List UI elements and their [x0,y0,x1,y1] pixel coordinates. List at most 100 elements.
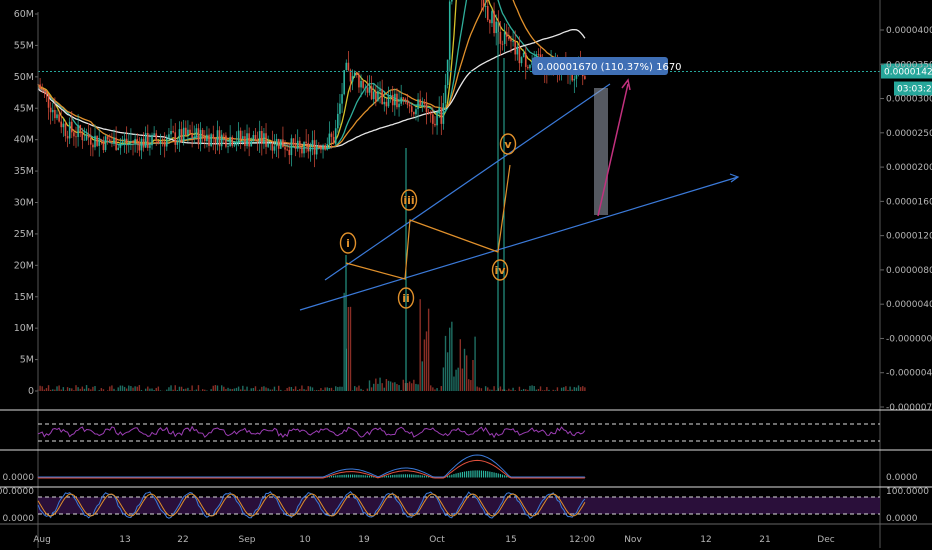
candle-body [239,130,242,139]
volume-bar [512,387,514,391]
candle-body [520,57,523,64]
volume-bar [98,390,100,391]
candle-body [514,41,516,55]
volume-bar [552,389,554,391]
volume-bar [539,386,542,391]
indicator-panels: 0.0000 0.0000 100.0000 0.0000 100.0000 0.0000 [0,409,932,525]
volume-bar [421,361,423,391]
volume-bar [569,386,571,391]
volume-bar [64,390,67,391]
candle-body [161,140,164,142]
candle-body [432,114,434,124]
volume-bar [470,380,472,391]
candle-body [146,133,149,148]
volume-bar [254,386,257,391]
candle-body [87,134,90,138]
wave-label: iv [495,264,507,277]
volume-bar [305,389,307,391]
candle-body [92,144,94,148]
candle-body [159,140,162,144]
volume-bar [87,388,90,391]
volume-bar [444,335,447,391]
candle-body [501,43,504,45]
panel2-hist [499,474,502,478]
volume-bar [54,389,56,391]
candle-body [326,144,329,150]
trend-arrowhead [729,173,740,183]
left-axis-label: 40M [14,135,34,146]
candle-body [294,143,297,149]
volume-bar [320,388,322,391]
panel2-hist [470,470,472,478]
volume-bar [77,387,79,391]
volume-bar [201,389,204,391]
panel2-hist [358,474,360,478]
candle-body [62,123,65,128]
candle-body [315,145,318,155]
candle-body [341,94,343,104]
volume-bar [252,388,255,391]
panel2-hist [345,474,347,478]
panel2-hist [485,470,487,478]
volume-bar [480,388,483,391]
volume-bar [381,383,383,391]
volume-bar [111,385,113,391]
candle-body [309,146,312,152]
volume-bar [307,386,309,391]
volume-bar [484,386,487,391]
volume-bar [567,389,569,391]
x-tick-label: 19 [358,535,370,545]
volume-bar [220,385,223,391]
panel2-hist [453,474,455,478]
candle-body [332,136,335,144]
left-axis-label: 60M [14,9,34,20]
volume-bar [406,383,409,391]
candle-body [368,86,371,93]
panel2-hist [468,470,470,478]
candle-body [370,86,373,100]
volume-bar [487,387,489,391]
volume-bar [529,385,531,391]
panel2-hist [366,475,368,478]
volume-bar [322,389,324,391]
volume-bar [85,385,88,391]
panel2-hist [466,471,468,478]
volume-bar [147,386,149,391]
candle-body [402,97,405,99]
panel3-band [38,497,880,514]
volume-bar [303,389,305,391]
panel2-hist [362,475,364,478]
candle-body [229,137,231,147]
volume-bar [343,292,345,391]
volume-bar [197,385,200,391]
candle-body [351,76,354,82]
volume-bar [309,386,312,391]
panel2-hist [478,470,480,478]
volume-bar [204,389,206,391]
panel2-hist [421,475,423,478]
candle-body [132,140,134,143]
volume-bar [39,385,41,391]
volume-bar [579,387,582,391]
candle-body [440,107,443,124]
candle-body [372,91,375,100]
candle-body [43,89,46,92]
right-axis-label: -0.00000400 [886,369,932,379]
candle-body [210,134,212,147]
candle-body [66,136,69,139]
volume-bar [301,385,303,391]
measure-box [594,88,608,215]
volume-bar [347,307,350,391]
candle-body [144,133,147,148]
volume-bar [533,386,535,391]
candle-body [508,36,510,40]
volume-bar [231,389,233,391]
volume-bar [440,386,442,391]
countdown-badge [894,81,932,96]
x-tick-label: Dec [817,535,834,545]
panel2-hist [476,470,478,478]
candle-body [267,143,269,147]
volume-bar [453,376,455,391]
